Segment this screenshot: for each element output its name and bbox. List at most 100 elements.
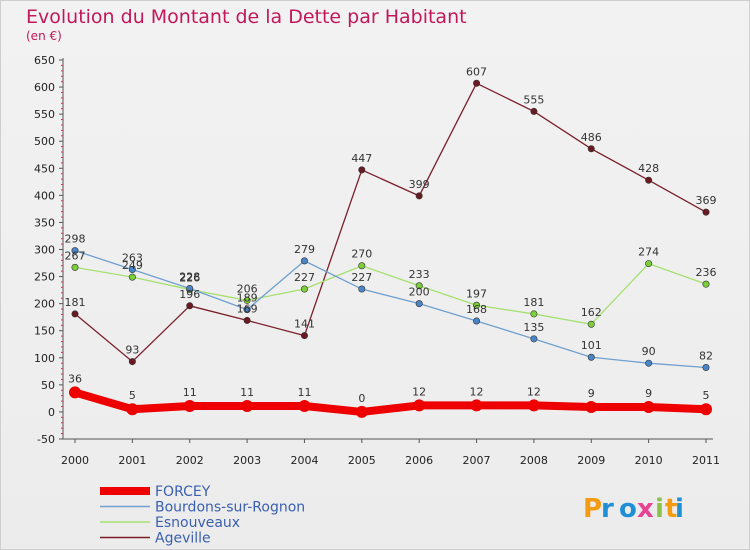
y-tick-label: 650 [34, 54, 55, 67]
data-point [243, 316, 251, 324]
series-line [71, 388, 710, 416]
data-label: 279 [294, 243, 315, 256]
data-label: 228 [179, 270, 200, 283]
series-bourdons-sur-rognon [71, 247, 710, 372]
data-label: 486 [581, 131, 602, 144]
axes: -500501001502002503003504004505005506006… [34, 54, 720, 467]
data-point [530, 335, 538, 343]
data-point [700, 403, 712, 416]
series-layer [69, 79, 712, 418]
series-ageville [71, 79, 710, 366]
data-label: 200 [409, 286, 430, 299]
logo-letter: x [637, 494, 654, 524]
data-label: 11 [240, 386, 254, 399]
data-label: 0 [358, 392, 365, 405]
logo-letter: r [601, 494, 614, 524]
x-tick-label: 2000 [61, 454, 89, 467]
data-label: 399 [409, 178, 430, 191]
chart-subtitle: (en €) [26, 29, 62, 43]
data-label: 555 [523, 93, 544, 106]
data-point [587, 145, 595, 153]
data-label: 447 [351, 152, 372, 165]
data-point [702, 364, 710, 372]
data-label: 12 [412, 385, 426, 398]
data-label: 90 [642, 345, 656, 358]
data-point [183, 399, 196, 412]
x-tick-label: 2001 [118, 454, 146, 467]
data-point [415, 282, 423, 290]
data-label: 236 [696, 266, 717, 279]
data-point [645, 260, 653, 268]
x-tick-label: 2008 [520, 454, 548, 467]
data-point [415, 300, 423, 308]
y-tick-label: 250 [34, 271, 55, 284]
data-label: 5 [703, 389, 710, 402]
data-point [300, 332, 308, 340]
data-point [527, 399, 540, 412]
data-point [642, 401, 655, 414]
y-tick-label: 200 [34, 298, 55, 311]
data-label: 36 [68, 372, 82, 385]
data-point [645, 176, 653, 184]
data-point [243, 306, 251, 314]
data-point [645, 359, 653, 367]
x-tick-label: 2010 [635, 454, 663, 467]
data-label: 233 [409, 268, 430, 281]
logo-letter: i [655, 494, 664, 524]
data-point [243, 296, 251, 304]
data-label: 93 [125, 344, 139, 357]
data-point [69, 386, 81, 399]
x-tick-label: 2004 [290, 454, 318, 467]
data-label: 11 [183, 386, 197, 399]
x-tick-label: 2005 [348, 454, 376, 467]
y-tick-label: 450 [34, 162, 55, 175]
legend-label: FORCEY [155, 484, 211, 500]
data-label: 141 [294, 318, 315, 331]
x-tick-label: 2007 [463, 454, 491, 467]
x-tick-label: 2006 [405, 454, 433, 467]
data-label: 189 [237, 292, 258, 305]
data-label: 263 [122, 252, 143, 265]
data-label: 206 [237, 282, 258, 295]
data-point [71, 247, 79, 255]
data-point [415, 192, 423, 200]
data-point [128, 266, 136, 274]
data-point [300, 257, 308, 265]
data-label: 181 [523, 296, 544, 309]
data-label: 162 [581, 306, 602, 319]
data-point [358, 262, 366, 270]
data-point [473, 79, 481, 87]
proxiti-logo: Pr o x i ti [583, 494, 684, 524]
y-tick-label: 400 [34, 189, 55, 202]
data-label: 82 [699, 350, 713, 363]
data-label: 196 [179, 288, 200, 301]
data-point [128, 358, 136, 366]
data-label: 12 [527, 385, 541, 398]
data-point [473, 301, 481, 309]
legend-label: Bourdons-sur-Rognon [155, 500, 305, 516]
y-tick-label: 150 [34, 325, 55, 338]
data-label: 135 [523, 321, 544, 334]
data-label: 5 [129, 389, 136, 402]
data-point [186, 302, 194, 310]
data-label: 274 [638, 246, 659, 259]
data-point [413, 399, 426, 412]
data-label: 249 [122, 259, 143, 272]
data-point [587, 320, 595, 328]
data-point [298, 399, 311, 412]
data-label: 12 [470, 385, 484, 398]
data-label: 226 [179, 272, 200, 285]
legend-label: Esnouveaux [155, 515, 240, 531]
data-point [473, 317, 481, 325]
y-tick-label: 500 [34, 135, 55, 148]
data-label: 101 [581, 339, 602, 352]
data-point [702, 280, 710, 288]
data-point [587, 353, 595, 361]
data-label: 9 [588, 387, 595, 400]
data-label: 169 [237, 302, 258, 315]
data-point [358, 166, 366, 174]
data-label: 428 [638, 162, 659, 175]
data-point [186, 284, 194, 292]
data-label: 267 [65, 249, 86, 262]
